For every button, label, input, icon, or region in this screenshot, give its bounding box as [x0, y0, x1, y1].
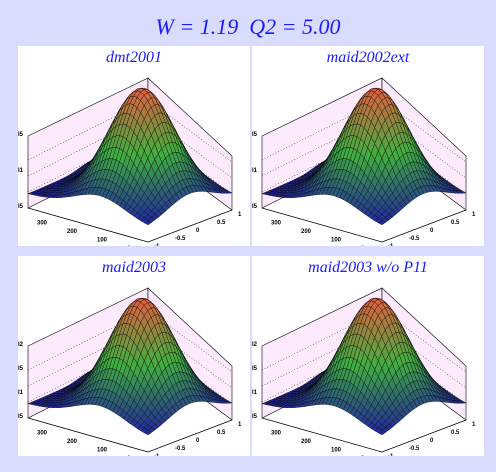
x-tick-label: 100	[331, 447, 342, 453]
panel-title: maid2003	[102, 259, 166, 276]
y-tick-label: 0.5	[451, 220, 460, 226]
z-tick-label: I1	[252, 168, 258, 174]
z-tick-label: I5	[252, 132, 258, 138]
x-tick-label: 300	[37, 430, 48, 436]
box-edge	[27, 417, 233, 453]
x-tick-label: 200	[67, 439, 78, 445]
y-tick-label: 1	[238, 422, 242, 428]
surface-cell	[378, 220, 386, 226]
y-tick-label: 0.5	[217, 220, 226, 226]
y-tick-label: -0.5	[175, 446, 186, 452]
z-tick-label: I5	[252, 366, 258, 372]
main-title: W = 1.19 Q2 = 5.00	[155, 14, 341, 39]
panel-title: maid2002ext	[326, 49, 410, 66]
grid-line	[381, 341, 467, 405]
z-tick-label: I1	[252, 390, 258, 396]
y-tick-label: 1	[472, 422, 476, 428]
grid-line	[147, 115, 233, 179]
z-tick-label: I1	[18, 168, 24, 174]
y-tick-label: 0	[196, 228, 200, 234]
x-tick-label: 300	[271, 430, 282, 436]
y-tick-label: -0.5	[175, 236, 186, 242]
x-tick-label: 200	[67, 229, 78, 235]
x-tick-label: 300	[271, 220, 282, 226]
panel-title: maid2003 w/o P11	[308, 259, 428, 276]
y-tick-label: -0.5	[409, 446, 420, 452]
grid-line	[147, 309, 233, 373]
z-tick-label: I5	[18, 132, 24, 138]
z-tick-label: I5	[18, 366, 24, 372]
grid-line	[147, 131, 233, 195]
grid-line	[381, 309, 467, 373]
z-tick-label: I5	[252, 414, 258, 420]
x-tick-label: 300	[37, 220, 48, 226]
grid-line	[147, 325, 233, 389]
y-tick-label: 1	[238, 212, 242, 218]
grid-line	[147, 99, 233, 163]
y-tick-label: 1	[472, 212, 476, 218]
grid-line	[381, 115, 467, 179]
y-tick-label: -1	[154, 454, 160, 456]
z-tick-label: I1	[18, 390, 24, 396]
y-tick-label: -1	[388, 454, 394, 456]
y-tick-label: -1	[154, 244, 160, 246]
y-tick-label: 0	[196, 438, 200, 444]
x-tick-label: 100	[97, 237, 108, 243]
y-tick-label: -0.5	[409, 236, 420, 242]
y-tick-label: 0	[430, 228, 434, 234]
box-edge	[261, 417, 467, 453]
x-tick-label: 100	[331, 237, 342, 243]
grid-line	[381, 131, 467, 195]
box-edge	[27, 207, 233, 243]
z-tick-label: I5	[18, 414, 24, 420]
z-tick-label: I2	[18, 342, 24, 348]
grid-line	[147, 341, 233, 405]
panel-title: dmt2001	[106, 49, 162, 66]
grid-line	[381, 99, 467, 163]
grid-line	[381, 325, 467, 389]
z-tick-label: I5	[18, 204, 24, 210]
y-tick-label: 0	[430, 438, 434, 444]
z-tick-label: I5	[252, 204, 258, 210]
x-tick-label: 200	[301, 439, 312, 445]
y-tick-label: 0.5	[451, 430, 460, 436]
surface-cell	[144, 220, 152, 226]
surface-cell	[144, 430, 152, 436]
x-tick-label: 200	[301, 229, 312, 235]
surface-cell	[378, 430, 386, 436]
x-tick-label: 100	[97, 447, 108, 453]
box-edge	[261, 207, 467, 243]
z-tick-label: I2	[252, 342, 258, 348]
y-tick-label: -1	[388, 244, 394, 246]
y-tick-label: 0.5	[217, 430, 226, 436]
